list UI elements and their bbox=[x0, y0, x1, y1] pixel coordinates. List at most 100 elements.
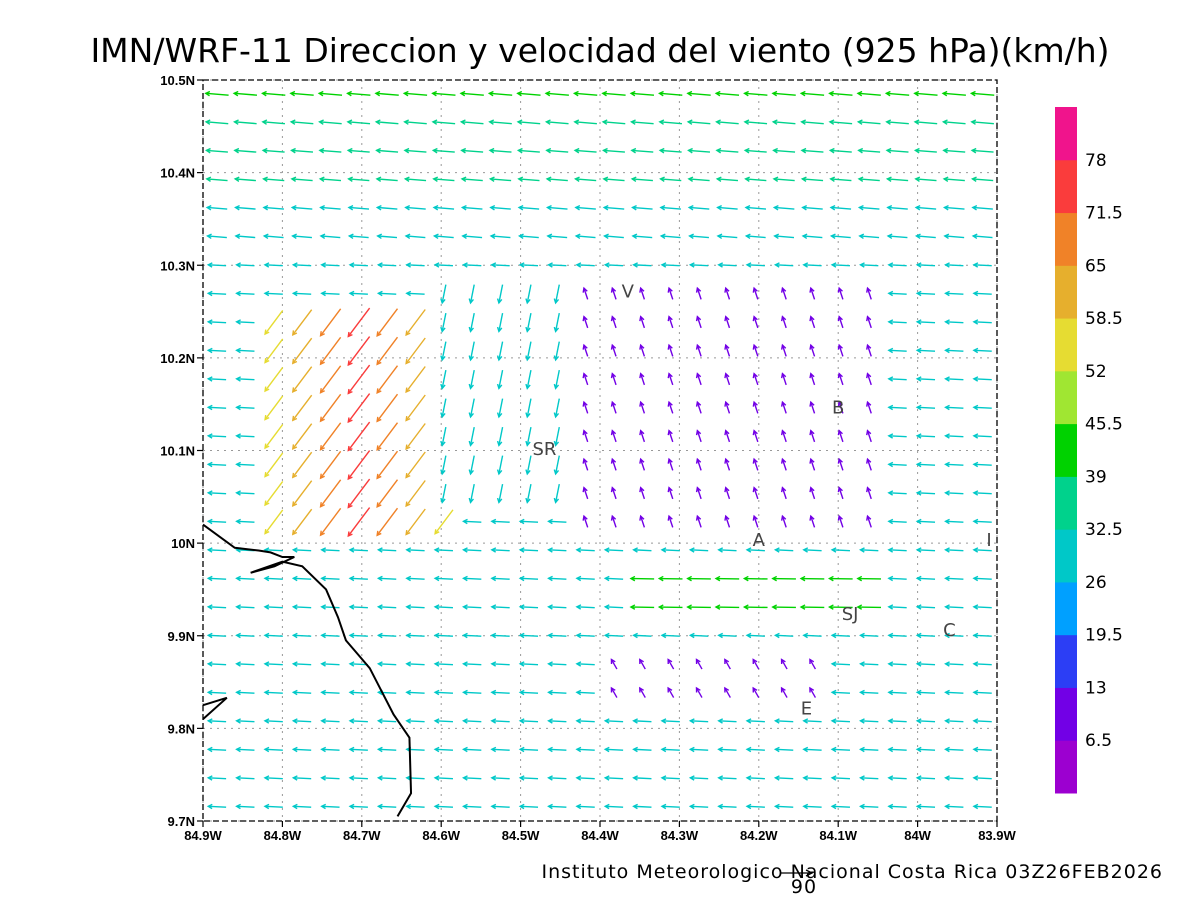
wind-vector bbox=[972, 433, 992, 439]
x-tick-label: 83.9W bbox=[978, 828, 1016, 843]
wind-vector bbox=[887, 746, 907, 753]
wind-vector bbox=[235, 490, 255, 496]
wind-vector bbox=[631, 233, 653, 240]
wind-vector bbox=[944, 376, 964, 382]
wind-vector bbox=[942, 147, 966, 154]
wind-vector bbox=[866, 286, 872, 300]
wind-vector bbox=[317, 90, 343, 97]
wind-vector bbox=[667, 372, 674, 386]
wind-vector bbox=[752, 514, 759, 528]
wind-vector bbox=[235, 775, 255, 781]
wind-vector bbox=[235, 461, 255, 468]
wind-vector bbox=[376, 507, 399, 537]
colorbar-segment bbox=[1055, 318, 1077, 372]
wind-vector bbox=[376, 661, 397, 667]
wind-vector bbox=[376, 746, 397, 753]
wind-vector bbox=[582, 400, 589, 414]
wind-vector bbox=[490, 518, 510, 525]
wind-vector bbox=[290, 204, 313, 211]
wind-vector bbox=[809, 486, 816, 500]
wind-vector bbox=[490, 547, 510, 553]
wind-vector bbox=[970, 147, 994, 154]
colorbar-label: 58.5 bbox=[1085, 309, 1123, 329]
wind-vector bbox=[319, 479, 342, 508]
wind-vector bbox=[516, 147, 540, 154]
wind-vector bbox=[235, 604, 255, 610]
wind-vector bbox=[717, 746, 737, 753]
wind-vector bbox=[667, 457, 674, 471]
wind-vector bbox=[717, 775, 737, 781]
wind-vector bbox=[837, 400, 844, 414]
wind-vector bbox=[403, 119, 427, 125]
wind-vector bbox=[639, 343, 646, 357]
city-label: B bbox=[832, 397, 844, 418]
wind-vector bbox=[405, 575, 425, 582]
wind-vector bbox=[717, 718, 737, 724]
wind-vector bbox=[518, 262, 539, 268]
wind-vector bbox=[348, 632, 368, 639]
wind-vector bbox=[547, 262, 567, 268]
wind-vector bbox=[575, 604, 595, 610]
wind-vector bbox=[667, 343, 674, 357]
wind-vector bbox=[547, 518, 567, 525]
wind-vector bbox=[887, 262, 907, 268]
wind-vector bbox=[575, 775, 595, 781]
wind-vector bbox=[915, 775, 936, 781]
wind-vector bbox=[887, 290, 907, 297]
wind-vector bbox=[462, 262, 482, 268]
wind-vector bbox=[376, 632, 397, 639]
wind-vector bbox=[944, 547, 964, 553]
wind-vector bbox=[695, 486, 702, 500]
wind-vector bbox=[639, 286, 646, 300]
wind-vector bbox=[686, 119, 711, 125]
wind-vector bbox=[667, 686, 675, 698]
wind-vector bbox=[887, 461, 907, 468]
wind-vector bbox=[347, 307, 371, 338]
wind-vector bbox=[944, 461, 964, 468]
wind-vector bbox=[348, 689, 368, 696]
wind-vector bbox=[432, 176, 455, 182]
wind-vector bbox=[745, 632, 765, 639]
x-tick-label: 84.2W bbox=[740, 828, 778, 843]
wind-vector bbox=[235, 518, 255, 525]
wind-vector bbox=[972, 262, 992, 268]
wind-vector bbox=[440, 341, 447, 362]
wind-vector bbox=[631, 204, 653, 211]
wind-vector bbox=[943, 233, 965, 240]
wind-vector bbox=[780, 686, 788, 698]
wind-vector bbox=[348, 547, 368, 553]
wind-vector bbox=[319, 507, 342, 537]
wind-vector bbox=[745, 775, 765, 781]
x-tick-label: 84.3W bbox=[661, 828, 699, 843]
wind-vector bbox=[632, 262, 652, 268]
wind-vector bbox=[518, 689, 539, 696]
grid-lines bbox=[202, 79, 998, 822]
wind-vector bbox=[639, 400, 646, 414]
wind-vector bbox=[780, 658, 788, 670]
wind-vector bbox=[263, 803, 283, 810]
wind-vector bbox=[601, 90, 626, 97]
wind-vector bbox=[970, 176, 994, 182]
wind-vector bbox=[603, 632, 624, 639]
y-tick-label: 10.5N bbox=[160, 73, 195, 88]
wind-vector bbox=[639, 658, 646, 670]
wind-vector bbox=[206, 775, 227, 781]
wind-vector bbox=[752, 457, 759, 471]
wind-vector bbox=[582, 343, 589, 357]
wind-vector bbox=[405, 547, 425, 553]
wind-vector bbox=[830, 661, 850, 667]
x-tick-label: 84.1W bbox=[819, 828, 857, 843]
wind-vector bbox=[717, 547, 737, 553]
wind-vector bbox=[724, 372, 731, 386]
wind-vector bbox=[667, 315, 674, 329]
wind-vector bbox=[319, 393, 342, 423]
wind-vector bbox=[802, 632, 822, 639]
wind-vector bbox=[695, 514, 702, 528]
wind-vector bbox=[944, 404, 964, 411]
wind-vector bbox=[809, 457, 816, 471]
wind-vector bbox=[235, 661, 255, 667]
wind-vector bbox=[914, 176, 937, 182]
wind-vector bbox=[206, 233, 227, 240]
wind-vector bbox=[291, 718, 312, 724]
wind-vector bbox=[234, 204, 256, 211]
